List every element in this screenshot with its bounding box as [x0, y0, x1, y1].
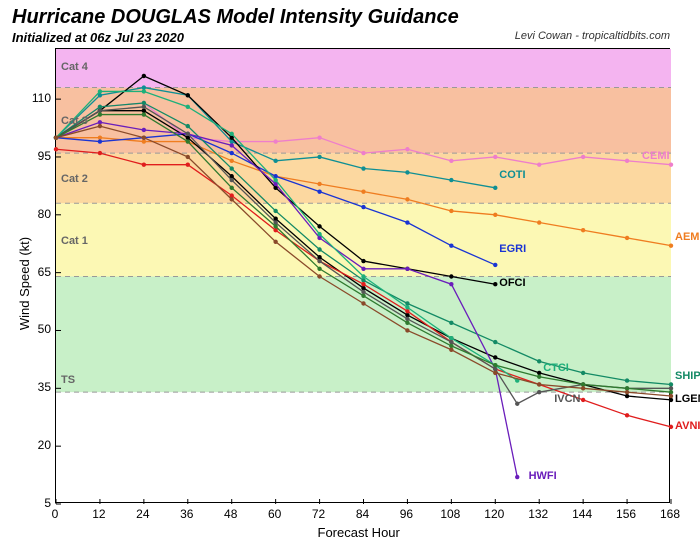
x-tick: 156 — [616, 507, 636, 521]
y-tick: 5 — [25, 496, 51, 510]
y-axis-label: Wind Speed (kt) — [17, 236, 32, 329]
x-tick: 0 — [52, 507, 59, 521]
y-tick: 20 — [25, 438, 51, 452]
x-tick: 96 — [400, 507, 413, 521]
series-label-ship: SHIP — [675, 370, 700, 382]
category-label: Cat 4 — [61, 61, 88, 73]
series-label-hwfi: HWFI — [529, 470, 557, 482]
category-label: Cat 3 — [61, 115, 88, 127]
intensity-chart: Hurricane DOUGLAS Model Intensity Guidan… — [0, 0, 700, 547]
x-tick: 108 — [440, 507, 460, 521]
x-axis-label: Forecast Hour — [318, 525, 400, 540]
x-tick: 168 — [660, 507, 680, 521]
category-label: Cat 1 — [61, 235, 88, 247]
chart-credit: Levi Cowan - tropicaltidbits.com — [515, 30, 670, 42]
series-label-ofci: OFCI — [499, 277, 525, 289]
series-label-avni: AVNI — [675, 420, 700, 432]
x-tick: 36 — [180, 507, 193, 521]
x-tick: 144 — [572, 507, 592, 521]
chart-subtitle: Initialized at 06z Jul 23 2020 — [12, 30, 184, 45]
y-tick: 110 — [25, 91, 51, 105]
category-label: TS — [61, 374, 75, 386]
y-tick: 95 — [25, 149, 51, 163]
x-tick: 132 — [528, 507, 548, 521]
x-tick: 84 — [356, 507, 369, 521]
y-tick: 80 — [25, 207, 51, 221]
x-tick: 60 — [268, 507, 281, 521]
x-tick: 120 — [484, 507, 504, 521]
y-tick: 35 — [25, 380, 51, 394]
x-tick: 24 — [136, 507, 149, 521]
series-label-cemi: CEMI — [642, 150, 670, 162]
category-label: Cat 2 — [61, 173, 88, 185]
series-label-aemi: AEMI — [675, 231, 700, 243]
series-label-coti: COTI — [499, 169, 525, 181]
chart-title: Hurricane DOUGLAS Model Intensity Guidan… — [12, 6, 459, 29]
series-label-lgem: LGEM — [675, 393, 700, 405]
plot-area — [55, 48, 670, 503]
plot-svg — [56, 49, 671, 504]
series-label-egri: EGRI — [499, 243, 526, 255]
x-tick: 48 — [224, 507, 237, 521]
x-tick: 72 — [312, 507, 325, 521]
x-tick: 12 — [92, 507, 105, 521]
series-label-ivcn: IVCN — [554, 393, 580, 405]
series-label-ctci: CTCI — [543, 362, 569, 374]
